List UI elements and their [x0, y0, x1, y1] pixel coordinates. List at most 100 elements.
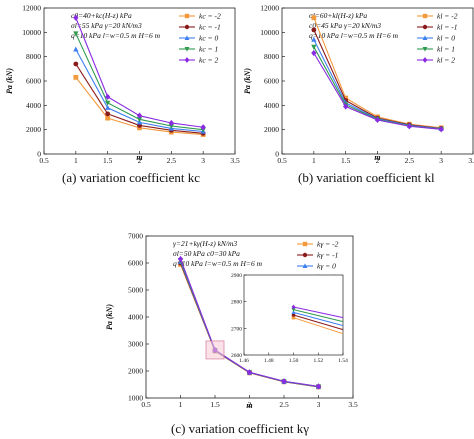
chart-a-data-point — [136, 117, 143, 123]
chart-c-x-tick-label: 2 — [248, 400, 252, 409]
chart-c-inset-series-line — [293, 306, 344, 319]
chart-c-annotation: γ=21+kγ(H-z) kN/m3 — [173, 239, 237, 248]
chart-c-annotation: q=10 kPa l=w=0.5 m H=6 m — [173, 259, 263, 268]
chart-c-data-point — [246, 369, 253, 376]
chart-a-data-point — [73, 46, 79, 52]
chart-b-x-tick-label: 2.5 — [405, 156, 415, 165]
chart-c-x-tick-label: 0.5 — [141, 400, 151, 409]
chart-a-data-point — [73, 31, 79, 37]
chart-b-y-tick-label: 12000 — [260, 4, 279, 13]
chart-c-legend-marker — [302, 241, 308, 247]
chart-a-x-tick-label: 0.5 — [39, 156, 49, 165]
chart-a-legend-label: kc = 2 — [199, 56, 218, 65]
chart-a-x-tick-label: 2.5 — [167, 156, 177, 165]
chart-c-x-tick-label: 1.5 — [210, 400, 220, 409]
chart-b-legend-label: kl = 0 — [437, 34, 455, 43]
chart-c-y-tick-label: 2000 — [128, 367, 143, 376]
chart-c-legend-label: kγ = -2 — [317, 240, 339, 249]
chart-b-data-point — [343, 103, 349, 110]
chart-a-y-tick-label: 8000 — [26, 52, 41, 61]
chart-c-y-tick-label: 5000 — [128, 286, 143, 295]
chart-a-legend-marker — [184, 47, 190, 52]
chart-c-inset-x-tick-label: 1.46 — [239, 358, 249, 364]
chart-b-data-point — [311, 27, 317, 33]
caption-a: (a) variation coefficient kc — [62, 170, 200, 185]
chart-b-legend-label: kl = -1 — [437, 23, 457, 32]
chart-b-data-point — [311, 36, 317, 42]
chart-b-data-point — [311, 15, 317, 21]
chart-c-inset-y-tick-label: 2700 — [231, 326, 242, 332]
chart-a-legend-label: kc = 0 — [199, 34, 218, 43]
chart-b-y-tick-label: 4000 — [264, 101, 279, 110]
chart-b-annotation: σl=60+kl(H-z) kPa — [309, 11, 367, 20]
chart-a-data-point — [136, 112, 143, 119]
chart-a-data-point — [73, 74, 79, 80]
chart-a-x-tick-label: 3 — [201, 156, 205, 165]
chart-a-legend-marker — [184, 13, 190, 19]
chart-b-data-point — [343, 95, 349, 101]
chart-a-legend-marker — [184, 35, 190, 40]
chart-c-inset-x-tick-label: 1.48 — [264, 358, 274, 364]
chart-a-y-axis-label: Pa (kN) — [5, 68, 14, 94]
chart-c-y-axis-label: Pa (kN) — [105, 304, 114, 330]
chart-b-series-line — [313, 29, 442, 129]
chart-c-y-tick-label: 7000 — [128, 232, 143, 241]
chart-a-x-axis-label: m — [136, 153, 142, 162]
chart-c-y-tick-label: 6000 — [128, 259, 143, 268]
caption-b: (b) variation coefficient kl — [298, 170, 435, 185]
chart-a-data-point — [137, 125, 142, 131]
chart-b-data-point — [311, 44, 317, 50]
chart-b-legend-marker — [422, 35, 428, 40]
chart-c-y-tick-label: 1000 — [128, 394, 143, 403]
chart-b-legend-label: kl = 1 — [437, 45, 455, 54]
chart-b-x-tick-label: 1 — [312, 156, 316, 165]
chart-c-inset-data-point — [291, 304, 296, 310]
chart-b-x-tick-label: 1.5 — [341, 156, 351, 165]
chart-a-x-tick-label: 1.5 — [103, 156, 113, 165]
chart-c-inset-data-point — [291, 308, 296, 312]
chart-a-y-tick-label: 4000 — [26, 101, 41, 110]
chart-a-legend-label: kc = -1 — [199, 23, 221, 32]
chart-b-y-tick-label: 8000 — [264, 52, 279, 61]
chart-c-inset-series-line — [293, 314, 344, 331]
chart-c-inset-y-tick-label: 2900 — [231, 273, 242, 279]
chart-b-annotation: c0=45 kPa γ=20 kN/m3 — [309, 21, 381, 30]
chart-a-y-tick-label: 2000 — [26, 125, 41, 134]
chart-c-inset-series-line — [293, 309, 344, 323]
chart-b-legend-marker — [422, 24, 428, 30]
chart-c-zoom-region — [205, 340, 225, 360]
chart-c-data-point — [281, 378, 287, 385]
chart-b-data-point — [374, 116, 381, 124]
chart-c-annotation: σl=50 kPa c0=30 kPa — [173, 249, 240, 258]
chart-b-y-axis-label: Pa (kN) — [243, 68, 252, 94]
chart-c-inset-series-line — [293, 317, 344, 335]
chart-c-x-axis-label: m — [246, 401, 252, 410]
chart-c-inset-x-tick-label: 1.50 — [289, 358, 299, 364]
chart-a-data-point — [105, 115, 111, 121]
chart-c-x-tick-label: 3.5 — [348, 400, 358, 409]
chart-c-inset-series-line — [293, 311, 344, 327]
chart-b-y-tick-label: 6000 — [264, 77, 279, 86]
chart-b-data-point — [311, 49, 317, 57]
chart-a-data-point — [73, 14, 79, 21]
chart-a-legend-marker — [184, 57, 190, 63]
chart-c-data-point — [315, 383, 322, 390]
chart-b-y-tick-label: 2000 — [264, 125, 279, 134]
chart-a-data-point — [105, 100, 111, 106]
chart-c-inset-data-point — [291, 310, 296, 314]
chart-a-y-tick-label: 10000 — [22, 28, 41, 37]
chart-b-y-tick-label: 0 — [275, 150, 279, 159]
chart-b-y-tick-label: 10000 — [260, 28, 279, 37]
chart-c-inset-x-tick-label: 1.54 — [338, 358, 348, 364]
chart-b-annotation: q=10 kPa l=w=0.5 m H=6 m — [309, 31, 399, 40]
chart-a-legend-marker — [184, 24, 190, 30]
chart-b-legend-marker — [422, 13, 428, 19]
chart-a-annotation: c0=40+kc(H-z) kPa — [71, 11, 132, 20]
chart-c-legend-label: kγ = -1 — [317, 251, 338, 260]
chart-c-x-tick-label: 3 — [317, 400, 321, 409]
chart-c-inset-x-tick-label: 1.52 — [313, 358, 323, 364]
chart-c-inset-data-point — [291, 315, 296, 320]
chart-a-data-point — [105, 111, 111, 117]
chart-a-x-tick-label: 3.5 — [230, 156, 240, 165]
